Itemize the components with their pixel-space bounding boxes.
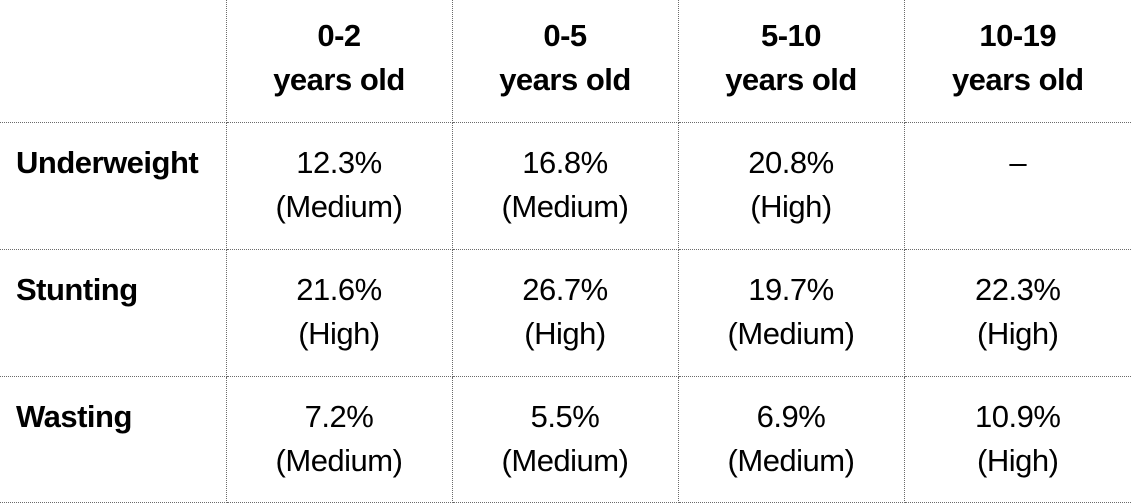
column-header-range: 10-19: [905, 14, 1131, 58]
table-row: Stunting 21.6% (High) 26.7% (High) 19.7%…: [0, 250, 1131, 377]
cell-level: (Medium): [227, 185, 452, 229]
table-cell: 7.2% (Medium): [226, 377, 452, 503]
table-cell: 21.6% (High): [226, 250, 452, 377]
row-header-underweight: Underweight: [0, 123, 226, 250]
cell-level: (High): [453, 312, 678, 356]
header-row: 0-2 years old 0-5 years old 5-10 years o…: [0, 0, 1131, 123]
column-header-unit: years old: [905, 58, 1131, 102]
cell-value: 20.8%: [679, 141, 904, 185]
cell-level: (Medium): [227, 439, 452, 483]
cell-value: 6.9%: [679, 395, 904, 439]
table-cell: 6.9% (Medium): [678, 377, 904, 503]
cell-level: (High): [227, 312, 452, 356]
table-cell: 20.8% (High): [678, 123, 904, 250]
cell-level: (Medium): [453, 439, 678, 483]
column-header-0-5: 0-5 years old: [452, 0, 678, 123]
cell-level: (Medium): [679, 439, 904, 483]
cell-level: (Medium): [679, 312, 904, 356]
column-header-unit: years old: [679, 58, 904, 102]
cell-value: 19.7%: [679, 268, 904, 312]
cell-value: 12.3%: [227, 141, 452, 185]
table-cell: 5.5% (Medium): [452, 377, 678, 503]
table-row: Wasting 7.2% (Medium) 5.5% (Medium) 6.9%…: [0, 377, 1131, 503]
cell-value: –: [905, 141, 1131, 185]
column-header-unit: years old: [227, 58, 452, 102]
cell-value: 16.8%: [453, 141, 678, 185]
table-cell: 19.7% (Medium): [678, 250, 904, 377]
cell-value: 21.6%: [227, 268, 452, 312]
column-header-range: 0-2: [227, 14, 452, 58]
cell-value: 7.2%: [227, 395, 452, 439]
table-cell: 26.7% (High): [452, 250, 678, 377]
cell-value: 22.3%: [905, 268, 1131, 312]
cell-level: (High): [905, 439, 1131, 483]
table-cell: 16.8% (Medium): [452, 123, 678, 250]
table-cell: 22.3% (High): [904, 250, 1131, 377]
table-row: Underweight 12.3% (Medium) 16.8% (Medium…: [0, 123, 1131, 250]
table-cell: 10.9% (High): [904, 377, 1131, 503]
table-cell: 12.3% (Medium): [226, 123, 452, 250]
column-header-5-10: 5-10 years old: [678, 0, 904, 123]
table-cell: –: [904, 123, 1131, 250]
column-header-0-2: 0-2 years old: [226, 0, 452, 123]
row-header-wasting: Wasting: [0, 377, 226, 503]
column-header-range: 0-5: [453, 14, 678, 58]
column-header-unit: years old: [453, 58, 678, 102]
cell-value: 10.9%: [905, 395, 1131, 439]
cell-level: (High): [679, 185, 904, 229]
cell-level: (High): [905, 312, 1131, 356]
column-header-range: 5-10: [679, 14, 904, 58]
cell-value: 26.7%: [453, 268, 678, 312]
row-header-stunting: Stunting: [0, 250, 226, 377]
corner-cell: [0, 0, 226, 123]
cell-level: (Medium): [453, 185, 678, 229]
column-header-10-19: 10-19 years old: [904, 0, 1131, 123]
cell-value: 5.5%: [453, 395, 678, 439]
